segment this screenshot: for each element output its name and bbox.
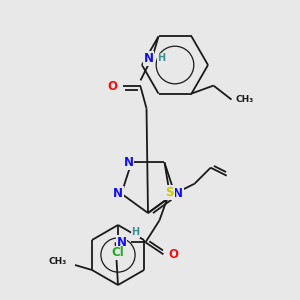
- Text: N: N: [124, 156, 134, 169]
- Text: H: H: [158, 53, 166, 63]
- Text: N: N: [143, 52, 154, 65]
- Text: N: N: [116, 236, 127, 249]
- Text: O: O: [107, 80, 118, 93]
- Text: N: N: [113, 187, 123, 200]
- Text: H: H: [131, 227, 140, 237]
- Text: Cl: Cl: [112, 247, 124, 260]
- Text: S: S: [165, 186, 174, 199]
- Text: CH₃: CH₃: [49, 257, 67, 266]
- Text: N: N: [172, 187, 183, 200]
- Text: O: O: [169, 248, 178, 261]
- Text: CH₃: CH₃: [236, 95, 254, 104]
